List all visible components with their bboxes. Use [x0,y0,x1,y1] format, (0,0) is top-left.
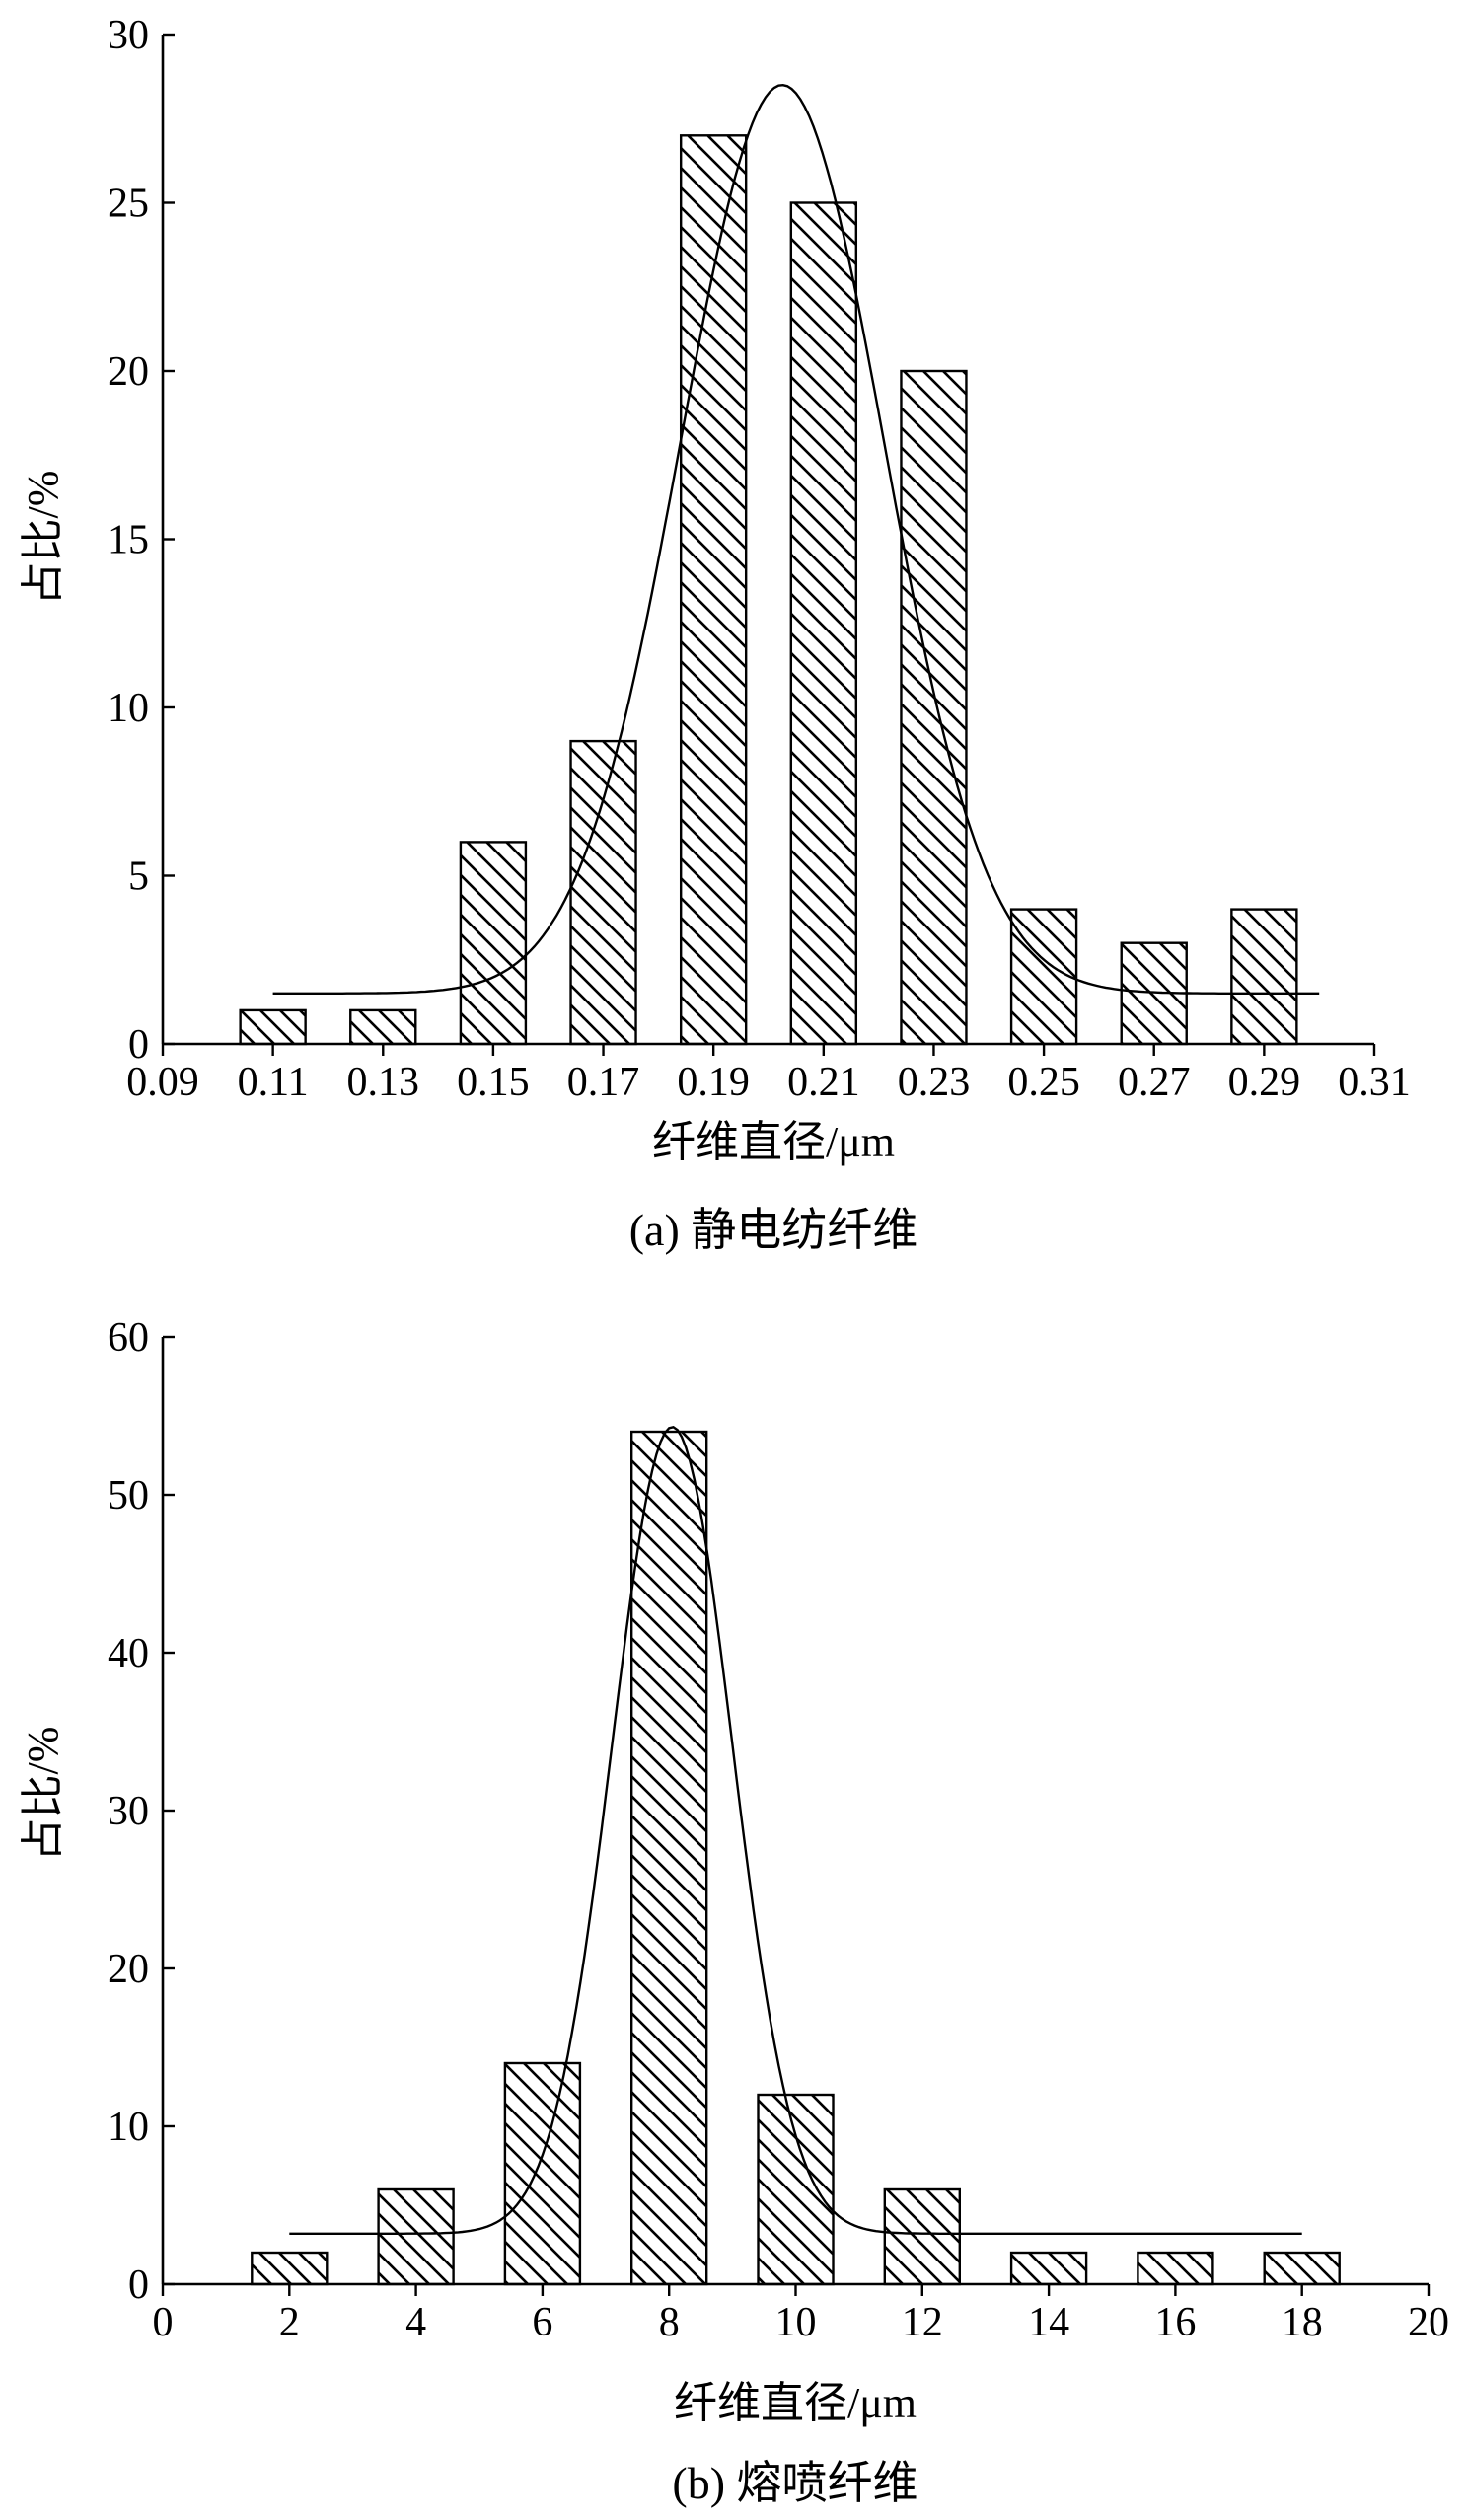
x-tick-label: 0.27 [1118,1060,1191,1105]
y-tick-label: 0 [128,2262,149,2308]
x-tick-label: 0.11 [238,1060,309,1105]
bars-a [239,134,1298,1046]
fit-curve-line [289,1426,1302,2235]
bar [377,2187,455,2286]
x-tick-label: 8 [659,2300,680,2345]
x-tick-label: 0.21 [787,1060,860,1105]
x-ticks-b: 0 2 4 6 8 10 12 14 16 18 20 [153,2284,1449,2345]
y-tick-label: 25 [108,182,149,227]
y-ticks-b: 0 10 20 30 40 50 60 [108,1315,175,2308]
x-tick-label: 18 [1282,2300,1323,2345]
y-tick-label: 20 [108,1947,149,1992]
bar [569,739,637,1046]
x-tick-label: 0.19 [677,1060,750,1105]
x-tick-label: 14 [1028,2300,1069,2345]
fit-curve-a [272,83,1320,995]
y-tick-label: 60 [108,1315,149,1361]
y-tick-label: 10 [108,2105,149,2150]
x-tick-label: 0.17 [567,1060,640,1105]
bar [1009,908,1078,1046]
bar [1263,2251,1341,2286]
x-ticks-a: 0.09 0.11 0.13 0.15 0.17 0.19 0.21 0.23 0.25 0.27… [126,1044,1411,1105]
x-tick-label: 16 [1154,2300,1196,2345]
x-tick-label: 12 [902,2300,943,2345]
y-tick-label: 10 [108,686,149,731]
caption-a: (a) 静电纺纤维 [629,1205,918,1255]
y-tick-label: 0 [128,1022,149,1068]
bar [251,2251,329,2286]
bar [459,841,528,1046]
x-tick-label: 0.15 [457,1060,530,1105]
x-tick-label: 0 [153,2300,174,2345]
x-tick-label: 2 [279,2300,300,2345]
x-tick-label: 0.09 [126,1060,199,1105]
axes-a [161,35,1374,1046]
bar [900,369,968,1046]
y-tick-label: 50 [108,1473,149,1519]
bar [789,201,858,1046]
y-axis-label-b: 占比/% [19,1727,67,1862]
x-axis-label-a: 纤维直径/μm [652,1118,895,1166]
y-tick-label: 15 [108,518,149,563]
bar [630,1430,708,2286]
x-axis-label-b: 纤维直径/μm [674,2379,917,2427]
bar [679,134,748,1046]
x-tick-label: 4 [405,2300,426,2345]
bar [883,2187,961,2286]
bar [1230,908,1298,1046]
x-tick-label: 20 [1408,2300,1449,2345]
chart-panel-a: 0.09 0.11 0.13 0.15 0.17 0.19 0.21 0.23 0.25 0.27… [19,13,1411,1255]
x-tick-label: 0.25 [1007,1060,1080,1105]
x-tick-label: 10 [775,2300,817,2345]
fit-curve-b [289,1426,1302,2235]
y-tick-label: 30 [108,13,149,58]
y-tick-label: 40 [108,1631,149,1676]
x-tick-label: 0.23 [898,1060,971,1105]
bar [1009,2251,1088,2286]
y-tick-label: 5 [128,854,149,900]
y-tick-label: 20 [108,349,149,395]
x-tick-label: 0.13 [347,1060,420,1105]
fit-curve-line [272,83,1320,995]
bars-b [251,1430,1341,2286]
bar [757,2093,835,2286]
x-tick-label: 0.29 [1228,1060,1301,1105]
y-axis-label-a: 占比/% [19,471,67,606]
y-ticks-a: 0 5 10 15 20 25 30 [108,13,175,1068]
bar [1137,2251,1214,2286]
bar [503,2061,582,2286]
y-tick-label: 30 [108,1789,149,1834]
bar [349,1008,417,1046]
caption-b: (b) 熔喷纤维 [672,2458,918,2508]
x-tick-label: 0.31 [1338,1060,1411,1105]
x-tick-label: 6 [532,2300,552,2345]
bar [239,1008,307,1046]
